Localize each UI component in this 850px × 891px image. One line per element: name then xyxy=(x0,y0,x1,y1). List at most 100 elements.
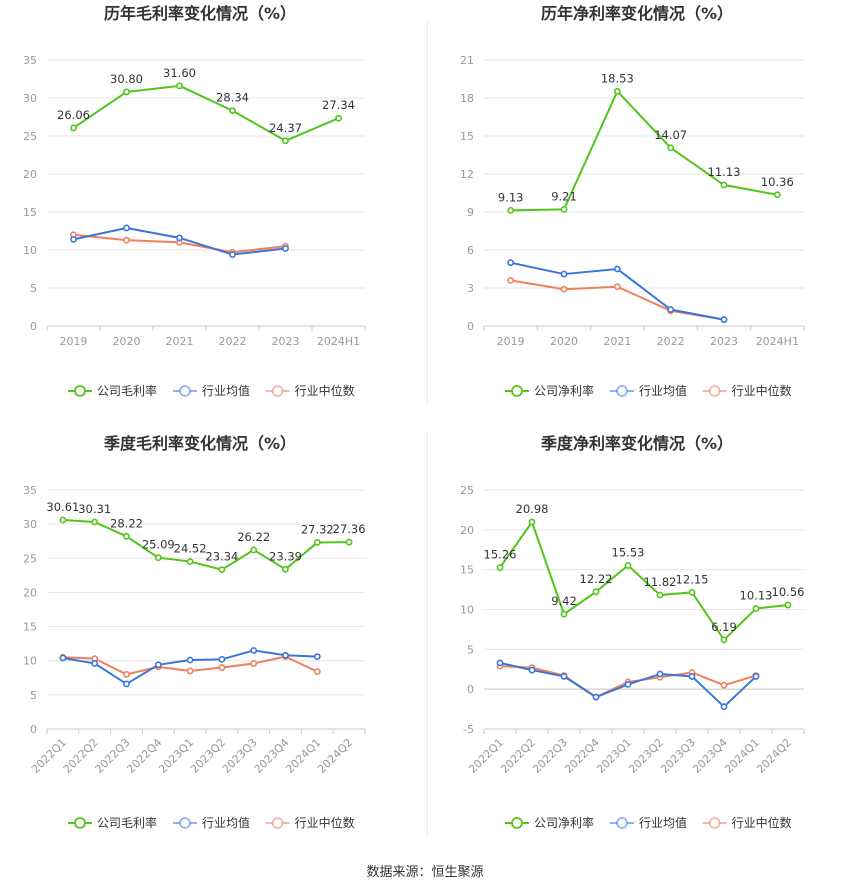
data-label: 9.42 xyxy=(551,594,577,608)
data-point-industry_avg xyxy=(123,224,130,232)
series-line-industry_avg xyxy=(62,649,318,685)
data-point-company xyxy=(720,181,728,189)
data-label: 24.52 xyxy=(174,542,207,556)
legend-item-industry_avg: 行业均值 xyxy=(610,815,687,830)
data-label: 10.13 xyxy=(740,588,773,602)
data-point-industry_median xyxy=(123,670,130,678)
data-label: 28.22 xyxy=(110,516,143,530)
y-tick-label: 12 xyxy=(460,168,474,181)
data-point-industry_avg xyxy=(282,245,289,252)
y-tick-label: 15 xyxy=(460,130,474,143)
legend-label: 行业均值 xyxy=(639,383,687,398)
legend-item-company: 公司毛利率 xyxy=(68,383,157,398)
data-label: 15.26 xyxy=(484,548,517,562)
y-tick-label: 20 xyxy=(23,168,37,181)
y-tick-label: 0 xyxy=(30,723,37,736)
data-label: 10.36 xyxy=(761,175,794,189)
data-point-company xyxy=(176,82,183,90)
column-divider-top xyxy=(427,20,428,405)
data-label: 15.53 xyxy=(612,545,645,559)
data-point-industry_median xyxy=(720,681,728,689)
data-point-company xyxy=(496,564,504,571)
data-label: 11.82 xyxy=(644,575,677,589)
data-point-industry_avg xyxy=(560,270,568,278)
data-point-industry_avg xyxy=(688,673,696,680)
legend-marker xyxy=(74,817,86,829)
legend-label: 行业均值 xyxy=(639,815,687,830)
column-divider-bottom xyxy=(427,432,428,837)
y-tick-label: 25 xyxy=(23,130,37,143)
legend-label: 行业中位数 xyxy=(295,383,355,398)
chart-title: 历年毛利率变化情况（%） xyxy=(104,4,296,23)
data-label: 18.53 xyxy=(601,71,634,85)
chart-panel-quarterly-gross-margin: 季度毛利率变化情况（%） 0 5 10 15 20 25 30 35 2022Q1 2022Q2 20… xyxy=(0,430,427,850)
x-tick-label: 2024H1 xyxy=(756,335,799,348)
data-point-industry_avg xyxy=(186,656,194,664)
y-tick-label: 21 xyxy=(460,54,474,67)
data-point-industry_avg xyxy=(667,306,675,313)
data-point-industry_avg xyxy=(250,647,258,654)
data-label: 14.07 xyxy=(654,128,687,142)
data-point-industry_avg xyxy=(496,659,504,667)
x-tick-label: 2019 xyxy=(60,335,88,348)
series-line-company xyxy=(72,84,339,142)
x-tick-label: 2021 xyxy=(166,335,194,348)
data-label: 30.80 xyxy=(110,72,143,86)
data-point-industry_avg xyxy=(176,234,183,242)
data-point-company xyxy=(773,191,781,199)
series-line-company xyxy=(510,90,778,212)
x-tick-label: 2022 xyxy=(657,335,685,348)
data-point-company xyxy=(345,538,353,546)
data-point-industry_avg xyxy=(59,654,67,662)
legend-label: 行业均值 xyxy=(202,383,250,398)
data-point-industry_avg xyxy=(592,693,600,701)
x-tick-label: 2024Q2 xyxy=(754,736,794,776)
data-point-company xyxy=(624,562,632,569)
data-point-company xyxy=(335,114,342,122)
y-tick-label: 15 xyxy=(23,206,37,219)
y-tick-label: 20 xyxy=(460,524,474,537)
legend-marker xyxy=(708,817,721,829)
y-tick-label: 15 xyxy=(23,621,37,634)
legend-item-industry_avg: 行业均值 xyxy=(173,383,250,398)
data-label: 27.34 xyxy=(322,98,355,112)
data-label: 10.56 xyxy=(772,585,805,599)
y-tick-label: 0 xyxy=(30,320,37,333)
data-source-note: 数据来源：恒生聚源 xyxy=(366,865,484,880)
y-tick-label: 5 xyxy=(30,282,37,295)
data-point-company xyxy=(218,566,226,574)
y-tick-label: 10 xyxy=(23,655,37,668)
x-tick-label: 2021 xyxy=(603,335,631,348)
y-tick-label: 25 xyxy=(460,484,474,497)
data-label: 27.32 xyxy=(301,522,334,536)
data-label: 12.22 xyxy=(580,572,613,586)
chart-svg-annual-net-margin: 历年净利率变化情况（%） 0 3 6 9 12 15 18 21 2019 2020 2021 2022… xyxy=(460,4,805,398)
data-point-industry_avg xyxy=(656,670,664,678)
y-tick-label: 3 xyxy=(467,282,474,295)
y-tick-label: 35 xyxy=(23,54,37,67)
data-point-company xyxy=(154,554,162,562)
data-point-company xyxy=(59,516,67,524)
legend-item-company: 公司净利率 xyxy=(505,383,594,398)
data-label: 27.36 xyxy=(333,522,366,536)
legend-label: 行业中位数 xyxy=(732,383,792,398)
y-tick-label: 5 xyxy=(467,643,474,656)
x-tick-label: 2019 xyxy=(497,335,525,348)
data-point-industry_avg xyxy=(720,316,728,324)
data-point-company xyxy=(229,107,236,115)
data-point-industry_median xyxy=(507,276,515,284)
data-point-company xyxy=(688,588,696,596)
y-tick-label: 10 xyxy=(460,604,474,617)
data-point-company xyxy=(70,124,77,132)
y-tick-label: -5 xyxy=(463,723,474,736)
legend-label: 公司毛利率 xyxy=(97,383,157,398)
chart-svg-quarterly-net-margin: 季度净利率变化情况（%）-505101520252022Q12022Q22022… xyxy=(460,434,805,830)
data-point-industry_avg xyxy=(507,259,515,267)
legend-item-industry_avg: 行业均值 xyxy=(610,383,687,398)
series-line-company xyxy=(499,521,789,641)
data-point-company xyxy=(667,144,675,152)
data-point-industry_avg xyxy=(229,251,236,258)
x-tick-label: 2024Q2 xyxy=(315,736,355,776)
data-label: 11.13 xyxy=(708,165,741,179)
legend-marker xyxy=(511,817,523,829)
